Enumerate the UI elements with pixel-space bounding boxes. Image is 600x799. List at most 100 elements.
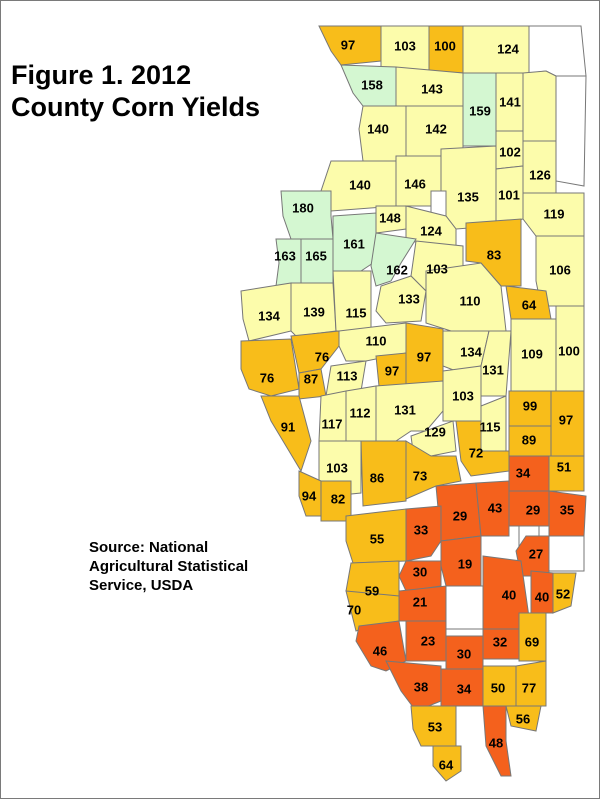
- county-value-label: 46: [373, 644, 387, 659]
- source-line-3: Service, USDA: [89, 577, 194, 594]
- county-value-label: 103: [426, 262, 448, 277]
- county-cell: [548, 455, 585, 492]
- county-cell: [405, 440, 462, 500]
- county-cell: [298, 470, 322, 517]
- county-value-label: 140: [367, 122, 389, 137]
- county-value-label: 53: [428, 720, 442, 735]
- county-value-label: 21: [413, 595, 427, 610]
- county-value-label: 97: [559, 413, 573, 428]
- county-value-label: 30: [457, 647, 471, 662]
- county-cell: [522, 70, 557, 142]
- county-value-label: 103: [452, 389, 474, 404]
- county-value-label: 34: [516, 466, 531, 481]
- county-cell: [440, 145, 497, 230]
- county-value-label: 83: [487, 248, 501, 263]
- county-cell: [360, 440, 407, 507]
- county-value-label: 161: [343, 237, 365, 252]
- county-value-label: 64: [439, 758, 454, 773]
- county-cell: [482, 705, 512, 777]
- county-cell: [515, 660, 547, 707]
- county-value-label: 129: [424, 425, 446, 440]
- county-cell: [432, 745, 462, 782]
- county-no-data: [548, 532, 585, 572]
- county-value-label: 94: [302, 489, 317, 504]
- county-cell: [240, 338, 300, 397]
- title-line-1: Figure 1. 2012: [11, 60, 192, 90]
- county-value-label: 100: [558, 344, 580, 359]
- county-cell: [332, 212, 377, 272]
- county-value-label: 106: [549, 263, 571, 278]
- county-cell: [355, 620, 407, 672]
- county-value-label: 76: [315, 350, 329, 365]
- county-value-label: 119: [544, 207, 565, 222]
- source-line-2: Agricultural Statistical: [89, 558, 249, 575]
- county-value-label: 141: [499, 95, 521, 110]
- county-value-label: 73: [413, 469, 427, 484]
- county-value-label: 64: [522, 298, 537, 313]
- source-note: Source: National Agricultural Statistica…: [89, 538, 248, 595]
- county-value-label: 110: [366, 334, 387, 349]
- county-value-label: 143: [421, 82, 443, 97]
- county-value-label: 87: [304, 372, 318, 387]
- county-value-label: 35: [560, 503, 574, 518]
- county-value-label: 29: [526, 503, 540, 518]
- county-value-label: 134: [258, 309, 280, 324]
- county-cell: [552, 572, 577, 614]
- county-value-label: 163: [274, 249, 296, 264]
- county-value-label: 91: [281, 420, 295, 435]
- county-value-label: 134: [460, 345, 482, 360]
- county-no-data: [528, 25, 587, 77]
- county-value-label: 113: [337, 369, 358, 384]
- county-no-data: [445, 585, 484, 630]
- county-value-label: 97: [341, 38, 355, 53]
- county-cell: [505, 705, 542, 732]
- county-value-label: 50: [491, 681, 505, 696]
- county-cell: [260, 395, 312, 473]
- county-value-label: 124: [420, 224, 442, 239]
- county-value-label: 82: [331, 492, 345, 507]
- county-cell: [462, 25, 530, 74]
- title-line-2: County Corn Yields: [11, 92, 261, 122]
- county-cell: [240, 282, 292, 342]
- county-value-label: 52: [556, 587, 570, 602]
- county-value-label: 23: [421, 634, 435, 649]
- county-value-label: 34: [457, 682, 472, 697]
- county-value-label: 139: [303, 305, 325, 320]
- county-value-label: 30: [413, 565, 427, 580]
- county-value-label: 76: [260, 371, 274, 386]
- county-value-label: 103: [326, 461, 348, 476]
- county-cell: [370, 232, 417, 287]
- county-value-label: 43: [488, 501, 502, 516]
- source-line-1: Source: National: [89, 539, 209, 556]
- county-value-label: 86: [370, 471, 384, 486]
- county-value-label: 72: [469, 446, 483, 461]
- county-value-label: 89: [522, 433, 536, 448]
- county-value-label: 40: [535, 590, 549, 605]
- county-value-label: 100: [434, 39, 456, 54]
- county-value-label: 56: [516, 712, 530, 727]
- county-value-label: 38: [414, 680, 428, 695]
- county-value-label: 51: [557, 460, 571, 475]
- county-value-label: 162: [386, 263, 408, 278]
- figure-title: Figure 1. 2012 County Corn Yields: [11, 59, 260, 123]
- county-value-label: 112: [350, 406, 371, 421]
- county-cell: [290, 330, 340, 374]
- county-value-label: 99: [523, 399, 537, 414]
- county-value-label: 165: [305, 249, 327, 264]
- county-value-label: 131: [394, 403, 416, 418]
- county-value-label: 126: [529, 168, 551, 183]
- county-cell: [475, 480, 510, 537]
- county-value-label: 97: [417, 350, 431, 365]
- county-value-label: 102: [499, 145, 521, 160]
- county-value-label: 55: [370, 532, 384, 547]
- county-value-label: 131: [482, 363, 504, 378]
- county-value-label: 77: [522, 681, 536, 696]
- county-value-label: 32: [493, 635, 507, 650]
- county-value-label: 103: [394, 39, 416, 54]
- county-value-label: 59: [365, 584, 379, 599]
- county-cell: [480, 330, 512, 397]
- county-value-label: 140: [349, 178, 371, 193]
- county-value-label: 146: [404, 177, 426, 192]
